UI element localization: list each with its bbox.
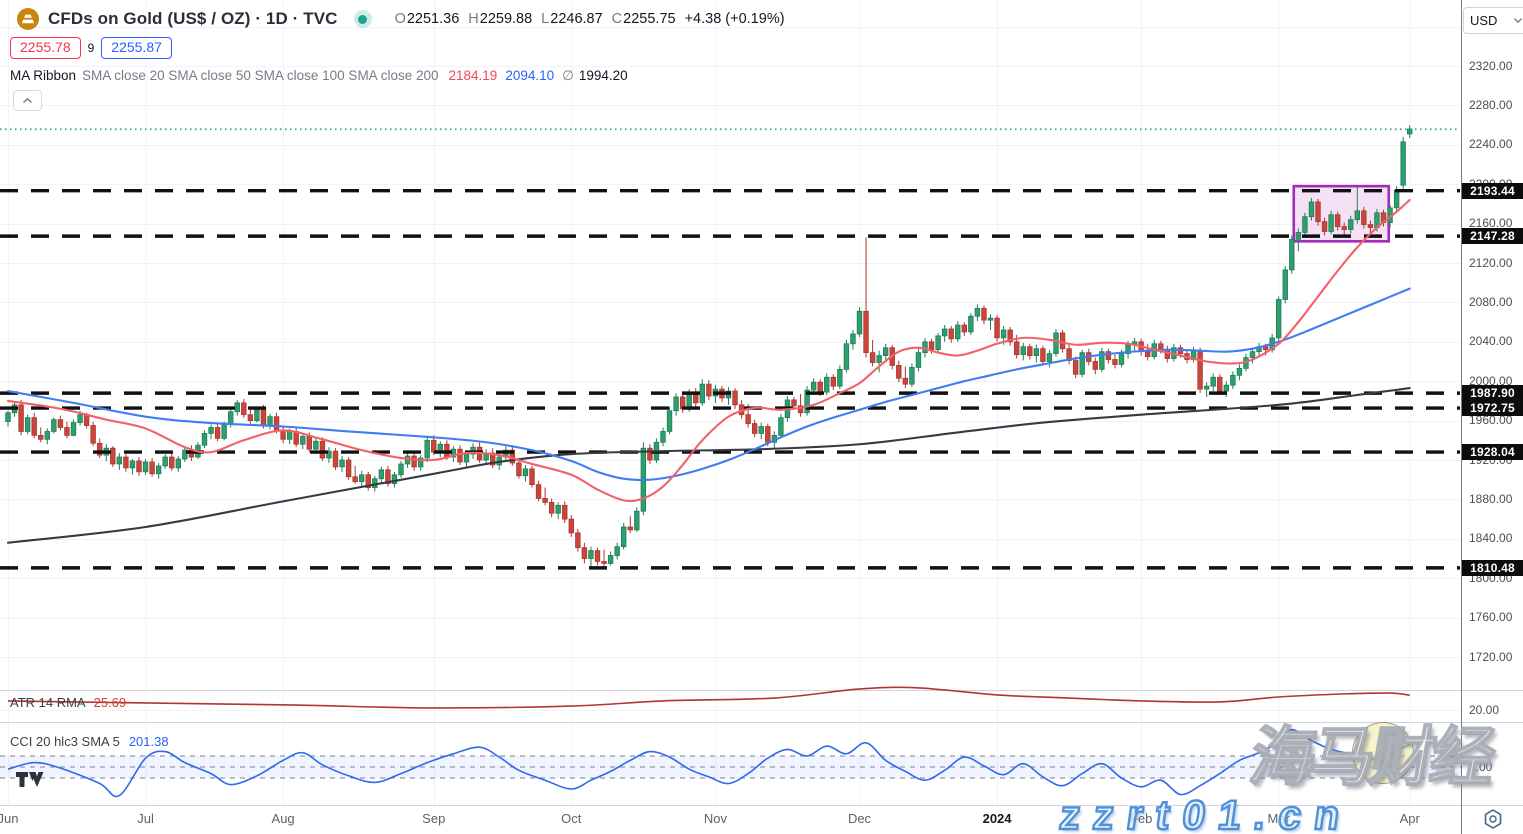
open-value: 2251.36 [406, 11, 460, 27]
chevron-up-icon [23, 98, 32, 103]
time-axis-label: Feb [1129, 811, 1153, 826]
watermark-seal [1352, 722, 1414, 784]
price-tick-label: 1840.00 [1469, 531, 1513, 546]
cci-legend[interactable]: CCI 20 hlc3 SMA 5 201.38 [10, 734, 169, 749]
watermark-cjk-text: 海马财经 [1244, 720, 1499, 794]
cci-tick-label: 0.00 [1469, 759, 1493, 774]
sma200-value: 1994.20 [578, 68, 628, 83]
collapse-legend-button[interactable] [13, 90, 42, 111]
time-axis-label: Jun [0, 811, 19, 826]
price-tick-label: 2320.00 [1469, 58, 1513, 73]
sma50-value: 2094.10 [505, 68, 555, 83]
ma-lines [6, 198, 1411, 544]
time-axis-label: Nov [703, 811, 727, 826]
atr-legend[interactable]: ATR 14 RMA 25.69 [10, 695, 126, 710]
close-value: 2255.75 [623, 11, 676, 27]
level-price-tag: 1987.90 [1462, 385, 1523, 402]
price-tick-label: 1760.00 [1469, 610, 1513, 625]
price-tick-label: 2000.00 [1469, 373, 1513, 388]
chevron-down-icon [1514, 18, 1522, 23]
price-tick-label: 2240.00 [1469, 137, 1513, 152]
price-axis[interactable]: 2320.002280.002240.002200.002160.002120.… [1462, 0, 1523, 834]
price-tick-label: 2160.00 [1469, 216, 1513, 231]
atr-label: ATR 14 RMA [10, 695, 86, 710]
price-tick-label: 1880.00 [1469, 491, 1513, 506]
symbol-title[interactable]: CFDs on Gold (US$ / OZ) · 1D · TVC [48, 9, 338, 28]
ma-ribbon-params: SMA close 20 SMA close 50 SMA close 100 … [82, 68, 439, 83]
avg-symbol: ∅ [562, 68, 574, 83]
change-value: +4.38 (+0.19%) [684, 11, 785, 27]
close-label: C [611, 11, 623, 27]
open-label: O [394, 11, 406, 27]
time-axis-label: Apr [1399, 811, 1420, 826]
buy-button[interactable]: 2255.87 [101, 37, 172, 59]
spread-value: 9 [87, 41, 95, 55]
atr-value: 25.69 [93, 695, 127, 710]
watermark-domain-text: zzrt01.cn [1056, 791, 1357, 834]
cci-label: CCI 20 hlc3 SMA 5 [10, 734, 120, 749]
time-axis-label: Oct [561, 811, 582, 826]
price-tick-label: 1720.00 [1469, 649, 1513, 664]
level-price-tag: 1972.75 [1462, 400, 1523, 417]
cci-value: 201.38 [128, 734, 169, 749]
cci-line [7, 728, 1411, 798]
symbol-header[interactable]: CFDs on Gold (US$ / OZ) · 1D · TVC O 2251… [17, 8, 785, 30]
time-axis[interactable]: Jun Jul Aug Sep Oct Nov Dec 2024 Feb Mar Apr [0, 806, 1461, 834]
currency-selector[interactable]: USD [1463, 7, 1523, 34]
sma20-value: 2184.19 [448, 68, 498, 83]
low-value: 2246.87 [550, 11, 603, 27]
market-status-icon[interactable] [353, 10, 372, 28]
sell-button[interactable]: 2255.78 [10, 37, 81, 59]
price-tick-label: 2040.00 [1469, 334, 1513, 349]
time-axis-label: Jul [137, 811, 154, 826]
bid-ask-row: 2255.78 9 2255.87 [10, 37, 172, 59]
level-price-tag: 1928.04 [1462, 444, 1523, 461]
high-label: H [468, 11, 479, 27]
gold-symbol-icon [17, 8, 39, 30]
currency-value: USD [1470, 13, 1498, 28]
level-lines [0, 188, 1460, 570]
tradingview-logo[interactable] [16, 772, 44, 793]
price-tick-label: 2120.00 [1469, 255, 1513, 270]
atr-line [7, 686, 1410, 709]
ohlc-values: O 2251.36 H 2259.88 L 2246.87 C 2255.75 +4.3… [386, 11, 785, 27]
ma-ribbon-legend[interactable]: MA Ribbon SMA close 20 SMA close 50 SMA … [10, 68, 628, 84]
low-label: L [541, 11, 550, 27]
time-axis-label: 2024 [982, 811, 1012, 826]
price-tick-label: 1960.00 [1469, 413, 1513, 428]
high-value: 2259.88 [479, 11, 533, 27]
price-tick-label: 2080.00 [1469, 294, 1513, 309]
atr-tick-label: 20.00 [1469, 702, 1500, 717]
time-axis-label: Dec [847, 811, 872, 826]
watermark-hexagon-icon [1484, 809, 1502, 829]
level-price-tag: 2147.28 [1462, 228, 1523, 245]
grid-lines [0, 0, 1461, 805]
ma-ribbon-name: MA Ribbon [10, 68, 77, 83]
candles-layer [5, 125, 1413, 568]
level-price-tag: 2193.44 [1462, 182, 1523, 199]
cci-band [0, 755, 1461, 779]
time-axis-label: Sep [422, 811, 446, 826]
level-price-tag: 1810.48 [1462, 559, 1523, 576]
price-tick-label: 2280.00 [1469, 97, 1513, 112]
time-axis-label: Aug [271, 811, 295, 826]
time-axis-label: Mar [1267, 811, 1290, 826]
